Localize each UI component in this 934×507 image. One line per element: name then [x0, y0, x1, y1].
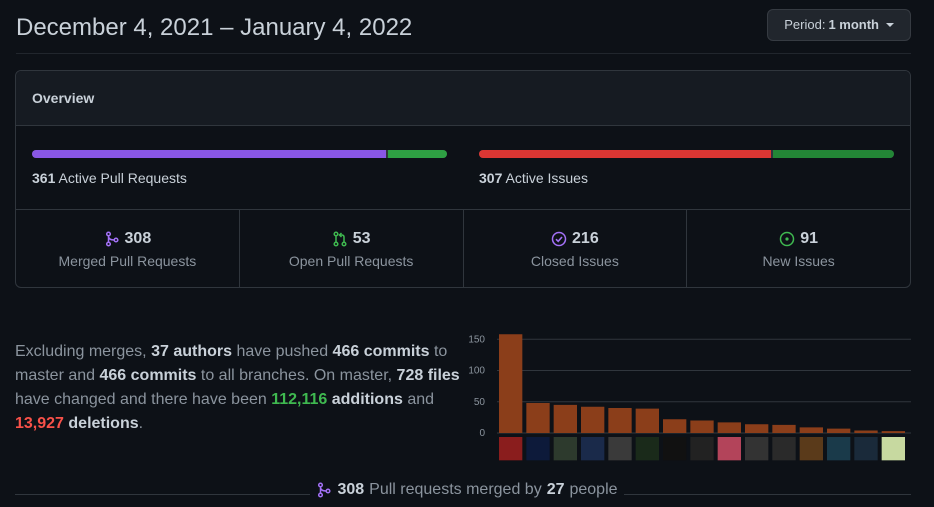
overview-header: Overview [16, 71, 910, 126]
period-dropdown-button[interactable]: Period: 1 month [767, 9, 911, 41]
contributor-bar[interactable] [526, 403, 550, 433]
contributor-avatar[interactable] [663, 437, 687, 461]
contributor-avatar[interactable] [581, 437, 605, 461]
pull-requests-progress-bar [32, 150, 447, 158]
contributor-bar[interactable] [553, 404, 577, 433]
stat-open-pull-requests[interactable]: 53 Open Pull Requests [240, 210, 464, 287]
contributor-avatar[interactable] [526, 437, 550, 461]
page-title: December 4, 2021 – January 4, 2022 [16, 14, 413, 41]
contributor-bar[interactable] [827, 428, 851, 433]
contributor-avatar[interactable] [608, 437, 632, 461]
open-segment [387, 150, 447, 158]
y-tick-label: 50 [474, 397, 486, 408]
issues-summary[interactable]: 307 Active Issues [479, 150, 894, 186]
stat-closed-issues[interactable]: 216 Closed Issues [464, 210, 688, 287]
y-tick-label: 100 [468, 366, 485, 377]
contributor-avatar[interactable] [772, 437, 796, 461]
contributor-bar[interactable] [499, 334, 523, 433]
overview-stats: 308 Merged Pull Requests 53 Open Pull Re… [16, 210, 910, 287]
issue-opened-icon [779, 231, 795, 247]
pull-request-icon [333, 231, 347, 247]
caret-down-icon [886, 23, 894, 27]
contributor-bar[interactable] [881, 431, 905, 433]
period-value: 1 month [828, 17, 879, 32]
y-tick-label: 0 [479, 428, 485, 439]
contributor-avatar[interactable] [827, 437, 851, 461]
contributor-bar[interactable] [608, 408, 632, 433]
merged-segment [32, 150, 386, 158]
contributor-bar[interactable] [663, 419, 687, 433]
contributor-avatar[interactable] [881, 437, 905, 461]
overview-bars: 361 Active Pull Requests 307 Active Issu… [16, 126, 910, 210]
contributor-avatar[interactable] [799, 437, 823, 461]
contributors-commit-chart: 150 100 50 0 [468, 334, 911, 461]
period-prefix: Period: [784, 17, 826, 32]
active-pull-requests-label: 361 Active Pull Requests [32, 170, 187, 186]
contributor-bar[interactable] [690, 420, 714, 434]
contributor-avatar[interactable] [635, 437, 659, 461]
stat-new-issues[interactable]: 91 New Issues [762, 230, 835, 269]
active-issues-label: 307 Active Issues [479, 170, 588, 186]
y-tick-label: 150 [468, 334, 485, 345]
merged-pull-requests-footer: 308 Pull requests merged by 27 people [0, 481, 934, 503]
new-segment [773, 150, 894, 158]
closed-segment [479, 150, 772, 158]
contributor-bar[interactable] [854, 430, 878, 434]
merge-icon [318, 482, 332, 498]
contributor-bar[interactable] [772, 424, 796, 433]
contributor-avatar[interactable] [553, 437, 577, 461]
contributor-avatar[interactable] [745, 437, 769, 461]
contributor-avatar[interactable] [717, 437, 741, 461]
contributor-bar[interactable] [799, 427, 823, 433]
overview-panel: Overview 361 Active Pull Requests 307 Ac… [15, 70, 911, 288]
contributor-bar[interactable] [745, 424, 769, 433]
contributor-bar[interactable] [717, 422, 741, 433]
contributor-avatar[interactable] [499, 437, 523, 461]
page-header: December 4, 2021 – January 4, 2022 Perio… [16, 0, 911, 54]
merge-icon [105, 231, 119, 247]
issues-progress-bar [479, 150, 894, 158]
contributor-bar[interactable] [581, 406, 605, 433]
contributor-avatar[interactable] [690, 437, 714, 461]
issue-closed-icon [551, 231, 567, 247]
contributor-bar[interactable] [635, 408, 659, 433]
pull-requests-summary[interactable]: 361 Active Pull Requests [32, 150, 447, 186]
stat-merged-pull-requests[interactable]: 308 Merged Pull Requests [16, 210, 240, 287]
contributor-avatar[interactable] [854, 437, 878, 461]
commit-summary: Excluding merges, 37 authors have pushed… [15, 343, 460, 432]
